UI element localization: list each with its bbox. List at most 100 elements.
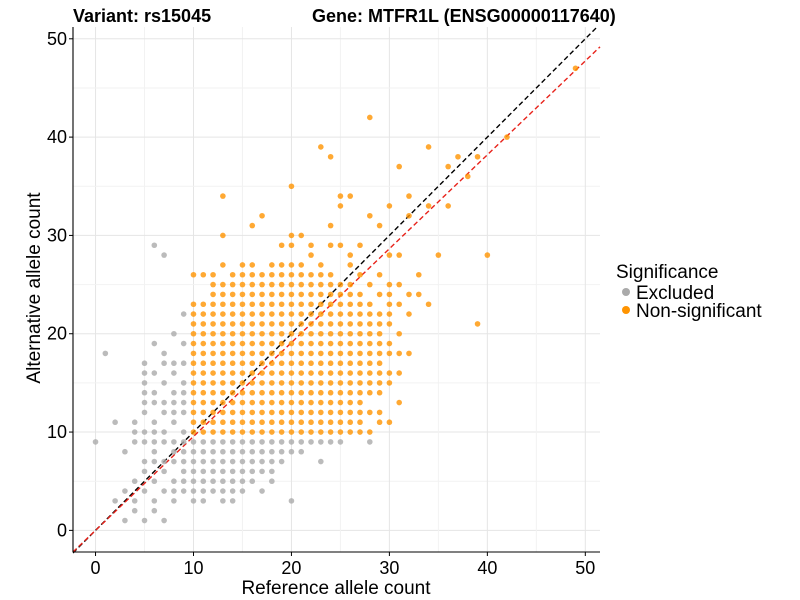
point-non-significant <box>229 311 236 317</box>
point-non-significant <box>347 350 354 357</box>
point-non-significant <box>210 340 216 347</box>
point-non-significant <box>210 311 216 317</box>
point-non-significant <box>278 409 285 416</box>
point-excluded <box>151 498 158 504</box>
point-non-significant <box>337 301 344 308</box>
x-tick-label: 10 <box>183 558 203 578</box>
point-non-significant <box>337 399 344 406</box>
point-excluded <box>151 340 158 347</box>
point-non-significant <box>239 419 246 426</box>
point-non-significant <box>318 340 324 347</box>
point-non-significant <box>288 409 295 416</box>
point-non-significant <box>327 389 334 396</box>
point-non-significant <box>298 301 305 308</box>
point-non-significant <box>239 340 246 347</box>
point-non-significant <box>327 429 334 435</box>
point-non-significant <box>278 399 285 406</box>
point-non-significant <box>337 409 344 416</box>
point-excluded <box>239 488 246 494</box>
point-non-significant <box>239 380 246 386</box>
point-non-significant <box>357 291 363 298</box>
point-non-significant <box>337 203 344 209</box>
point-excluded <box>200 448 207 455</box>
point-non-significant <box>298 340 305 347</box>
point-non-significant <box>347 370 354 376</box>
legend-label: Non-significant <box>636 301 762 322</box>
point-excluded <box>239 478 246 485</box>
point-excluded <box>171 458 177 465</box>
point-non-significant <box>298 321 305 327</box>
point-non-significant <box>190 389 197 396</box>
point-non-significant <box>327 321 334 327</box>
point-excluded <box>288 498 295 504</box>
point-non-significant <box>200 409 207 416</box>
point-non-significant <box>298 429 305 435</box>
point-non-significant <box>259 321 265 327</box>
point-non-significant <box>376 330 383 337</box>
point-non-significant <box>337 311 344 317</box>
point-excluded <box>141 468 148 475</box>
point-non-significant <box>220 340 226 347</box>
point-excluded <box>318 458 324 465</box>
point-non-significant <box>318 291 324 298</box>
point-non-significant <box>357 350 363 357</box>
point-excluded <box>190 439 197 445</box>
point-excluded <box>180 360 187 367</box>
point-non-significant <box>415 271 422 278</box>
point-excluded <box>210 448 216 455</box>
legend-title: Significance <box>616 262 718 283</box>
point-non-significant <box>298 380 305 386</box>
point-excluded <box>269 478 275 485</box>
point-non-significant <box>367 330 373 337</box>
point-non-significant <box>249 399 256 406</box>
point-excluded <box>141 399 148 406</box>
point-non-significant <box>288 291 295 298</box>
point-excluded <box>171 448 177 455</box>
point-excluded <box>318 439 324 445</box>
point-non-significant <box>190 271 197 278</box>
point-non-significant <box>229 271 236 278</box>
point-excluded <box>141 439 148 445</box>
point-non-significant <box>308 281 314 288</box>
point-non-significant <box>318 399 324 406</box>
point-non-significant <box>318 330 324 337</box>
point-non-significant <box>376 291 383 298</box>
point-non-significant <box>455 153 461 160</box>
point-excluded <box>151 399 158 406</box>
point-non-significant <box>288 281 295 288</box>
point-non-significant <box>298 330 305 337</box>
point-non-significant <box>239 370 246 376</box>
point-non-significant <box>376 360 383 367</box>
point-excluded <box>141 380 148 386</box>
point-non-significant <box>249 429 256 435</box>
point-excluded <box>141 429 148 435</box>
point-non-significant <box>190 419 197 426</box>
point-excluded <box>151 389 158 396</box>
point-non-significant <box>376 350 383 357</box>
point-non-significant <box>220 330 226 337</box>
point-excluded <box>171 360 177 367</box>
point-non-significant <box>249 419 256 426</box>
point-non-significant <box>278 321 285 327</box>
point-non-significant <box>288 350 295 357</box>
point-excluded <box>229 478 236 485</box>
point-excluded <box>171 478 177 485</box>
point-non-significant <box>298 281 305 288</box>
point-excluded <box>180 311 187 317</box>
point-non-significant <box>239 321 246 327</box>
point-non-significant <box>190 380 197 386</box>
point-non-significant <box>367 340 373 347</box>
point-non-significant <box>220 409 226 416</box>
y-axis-label: Alternative allele count <box>24 192 45 384</box>
point-non-significant <box>269 409 275 416</box>
point-non-significant <box>210 360 216 367</box>
point-non-significant <box>269 271 275 278</box>
point-non-significant <box>190 429 197 435</box>
point-non-significant <box>190 409 197 416</box>
reference-line-identity <box>72 26 598 554</box>
point-non-significant <box>288 232 295 239</box>
point-non-significant <box>269 321 275 327</box>
point-non-significant <box>347 340 354 347</box>
point-non-significant <box>347 311 354 317</box>
point-non-significant <box>190 311 197 317</box>
